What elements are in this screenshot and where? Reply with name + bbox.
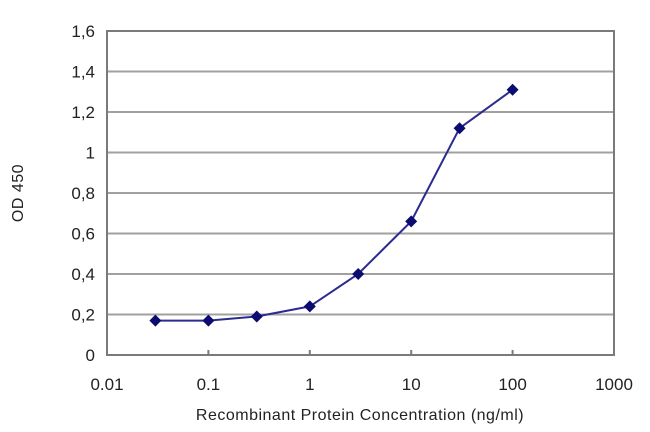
y-tick-label: 1,2 [71, 103, 95, 122]
x-axis-ticks [207, 350, 514, 355]
y-tick-label: 0,4 [71, 265, 95, 284]
y-tick-label: 0,8 [71, 184, 95, 203]
diamond-marker-icon [453, 122, 466, 135]
y-axis-tick-labels: 0 0,2 0,4 0,6 0,8 1 1,2 1,4 1,6 [71, 22, 95, 365]
x-axis-title: Recombinant Protein Concentration (ng/ml… [196, 407, 524, 424]
x-tick-label: 0.1 [197, 375, 221, 394]
diamond-marker-icon [202, 314, 215, 327]
y-axis-title: OD 450 [10, 164, 27, 222]
series-line [155, 88, 514, 322]
diamond-marker-icon [405, 215, 418, 228]
x-tick-label: 1 [305, 375, 314, 394]
x-tick-label: 0.01 [90, 375, 123, 394]
diamond-marker-icon [352, 268, 365, 280]
x-tick-label: 10 [402, 375, 421, 394]
plot-area-frame [106, 30, 615, 356]
diamond-marker-icon [250, 310, 263, 323]
data-point-markers [149, 83, 519, 327]
x-tick-label: 1000 [595, 375, 633, 394]
y-tick-label: 1,6 [71, 22, 95, 41]
y-tick-label: 0 [86, 346, 95, 365]
x-axis-tick-labels: 0.01 0.1 1 10 100 1000 [90, 375, 632, 394]
y-gridlines [107, 30, 614, 316]
diamond-marker-icon [303, 300, 316, 313]
y-tick-label: 0,2 [71, 306, 95, 325]
diamond-marker-icon [149, 314, 162, 327]
y-tick-label: 1 [86, 144, 95, 163]
y-tick-label: 0,6 [71, 225, 95, 244]
x-tick-label: 100 [498, 375, 526, 394]
diamond-marker-icon [506, 83, 519, 96]
y-tick-label: 1,4 [71, 63, 95, 82]
